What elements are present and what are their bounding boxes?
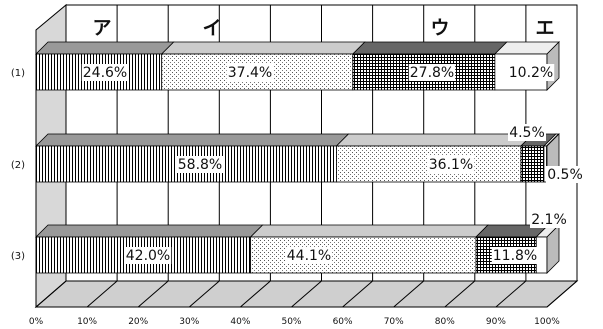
value-label-bg (124, 247, 172, 264)
value-label: 11.8% (493, 248, 537, 264)
floor-gridline (393, 280, 425, 308)
value-label-bg (427, 156, 475, 173)
value-label: 0.5% (547, 167, 583, 183)
floor-gridline (86, 280, 118, 308)
value-label-bg (285, 247, 333, 264)
bar-segment-top (351, 41, 508, 55)
x-tick-label: 0% (29, 317, 44, 327)
value-label-bg (226, 64, 274, 81)
bar-segment-top (35, 133, 350, 147)
value-label-bg (530, 211, 568, 228)
value-label: 24.6% (83, 65, 127, 81)
x-tick-label: 70% (384, 317, 404, 327)
bar-end-face (546, 224, 560, 274)
value-label-bg (491, 247, 539, 264)
floor-gridline (240, 280, 271, 308)
x-tick-label: 20% (128, 317, 148, 327)
value-label-bg (508, 124, 546, 141)
x-tick-label: 90% (486, 317, 506, 327)
value-label-bg (176, 156, 224, 173)
value-label-bg (81, 64, 129, 81)
value-label-bg (408, 64, 456, 81)
x-tick-labels-group: 0% 10% 20% 30% 40% 50% 60% 70% 80% 90% 100% (29, 317, 560, 327)
floor-gridline (291, 280, 322, 308)
value-label-bg (507, 64, 555, 81)
category-letter: ア (92, 17, 111, 39)
bar-segment (543, 145, 547, 183)
bar-segment-top (160, 41, 366, 55)
x-tick-label: 60% (333, 317, 353, 327)
value-label: 58.8% (178, 157, 222, 173)
floor-gridline (546, 280, 578, 308)
value-label: 27.8% (410, 65, 454, 81)
bar-segment-top (35, 224, 264, 238)
value-labels-group: 24.6% 37.4% 27.8% 10.2% 58.8% 36.1% 4.5% 0.5% 42… (81, 64, 584, 264)
value-label: 36.1% (429, 157, 473, 173)
category-letter: イ (202, 17, 221, 39)
floor-gridline (35, 280, 67, 308)
x-tick-label: 30% (179, 317, 199, 327)
row-label: (3) (11, 251, 25, 262)
bar-segment (520, 145, 545, 183)
floor-gridline (444, 280, 476, 308)
value-label: 4.5% (509, 125, 545, 141)
bar-segment-top (35, 41, 175, 55)
category-letters-group: アイウエ (92, 17, 554, 39)
category-letter: エ (535, 17, 554, 39)
value-label: 2.1% (531, 212, 567, 228)
x-tick-label: 50% (281, 317, 301, 327)
x-tick-label: 100% (534, 317, 560, 327)
category-letter: ウ (430, 17, 449, 39)
row-label: (2) (11, 160, 25, 171)
bar-segment (250, 236, 477, 274)
value-label-bg (546, 166, 584, 183)
value-label: 10.2% (509, 65, 553, 81)
x-tick-label: 40% (230, 317, 250, 327)
x-tick-label: 80% (435, 317, 455, 327)
value-label: 37.4% (228, 65, 272, 81)
row-label: (1) (11, 68, 25, 79)
value-label: 44.1% (287, 248, 331, 264)
floor-gridline (188, 280, 220, 308)
floor-gridline (342, 280, 373, 308)
value-label: 42.0% (126, 248, 170, 264)
row-labels-group: (1) (2) (3) (11, 68, 25, 262)
floor-gridline (495, 280, 527, 308)
bar-segment-top (335, 133, 534, 147)
floor-gridline (137, 280, 169, 308)
x-tick-label: 10% (77, 317, 97, 327)
bar-segment-top (249, 224, 489, 238)
